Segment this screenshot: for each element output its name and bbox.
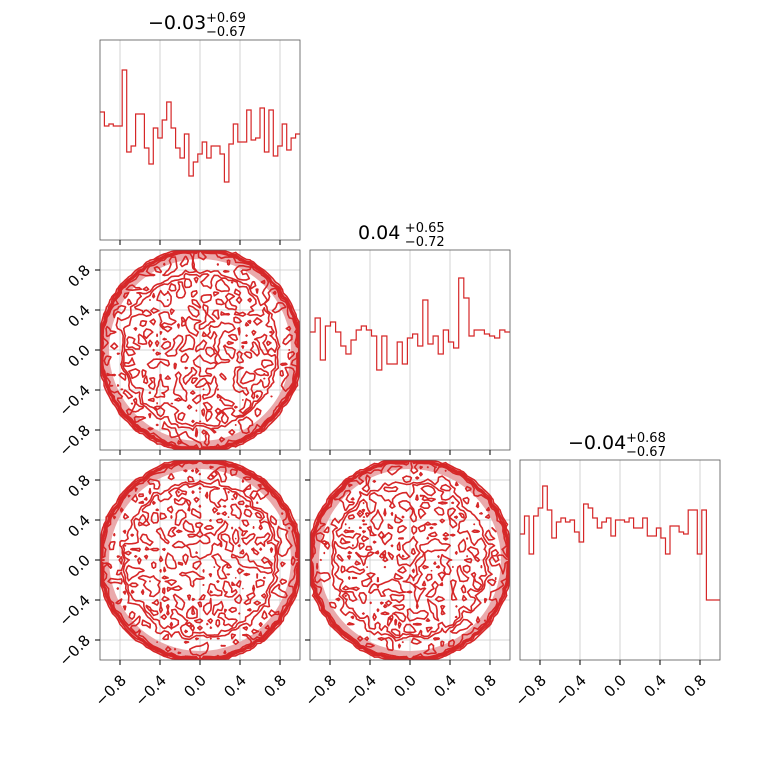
y-tick-label: −0.8 <box>56 631 94 669</box>
contour-outer <box>100 250 300 450</box>
title-value: −0.04 <box>568 432 626 454</box>
histogram-series <box>520 485 720 601</box>
parameter-title: 0.04 <box>358 222 400 244</box>
x-tick-label: 0.8 <box>470 671 500 701</box>
contour-level-5 <box>103 250 300 450</box>
x-tick-label: 0.8 <box>680 671 710 701</box>
x-tick-label: 0.0 <box>180 671 210 701</box>
title-upper-error: +0.65 <box>405 221 445 236</box>
histogram-series <box>100 69 300 183</box>
parameter-title: −0.04 <box>568 432 626 454</box>
title-value: −0.03 <box>148 12 206 34</box>
contour-group <box>100 460 300 660</box>
contour-level-1 <box>310 460 510 660</box>
contour-level-2 <box>100 250 300 450</box>
x-tick-label: −0.8 <box>92 671 130 709</box>
contour-outer <box>100 460 300 660</box>
contour-group <box>100 250 300 450</box>
x-tick-label: 0.0 <box>390 671 420 701</box>
x-tick-label: −0.4 <box>342 671 380 709</box>
contour-level-2 <box>100 460 300 660</box>
x-tick-label: 0.4 <box>220 671 250 701</box>
x-tick-label: 0.4 <box>640 671 670 701</box>
title-lower-error: −0.67 <box>206 25 246 40</box>
y-tick-label: −0.4 <box>56 591 94 629</box>
y-tick-label: 0.0 <box>64 341 94 371</box>
contour-level-3 <box>310 460 510 660</box>
x-tick-label: −0.8 <box>512 671 550 709</box>
title-lower-error: −0.67 <box>626 445 666 460</box>
y-tick-label: 0.0 <box>64 551 94 581</box>
x-tick-label: −0.4 <box>132 671 170 709</box>
contour-fill <box>310 460 510 660</box>
histogram-series <box>310 277 510 371</box>
contour-level-4 <box>100 460 300 660</box>
title-upper-error: +0.69 <box>206 11 246 26</box>
x-tick-label: −0.8 <box>302 671 340 709</box>
title-value: 0.04 <box>358 222 400 244</box>
x-tick-label: −0.4 <box>552 671 590 709</box>
y-tick-label: 0.8 <box>64 471 94 501</box>
contour-outer <box>310 460 510 660</box>
contour-group <box>310 460 510 660</box>
title-lower-error: −0.72 <box>405 235 445 250</box>
y-tick-label: −0.8 <box>56 421 94 459</box>
y-tick-label: 0.4 <box>64 511 94 541</box>
title-upper-error: +0.68 <box>626 431 666 446</box>
y-tick-label: 0.4 <box>64 301 94 331</box>
x-tick-label: 0.4 <box>430 671 460 701</box>
x-tick-label: 0.8 <box>260 671 290 701</box>
parameter-title: −0.03 <box>148 12 206 34</box>
y-tick-label: −0.4 <box>56 381 94 419</box>
contour-level-1 <box>100 460 300 660</box>
y-tick-label: 0.8 <box>64 261 94 291</box>
x-tick-label: 0.0 <box>600 671 630 701</box>
contour-level-5 <box>314 460 510 655</box>
contour-level-2 <box>310 460 510 660</box>
contour-fill <box>100 250 300 450</box>
